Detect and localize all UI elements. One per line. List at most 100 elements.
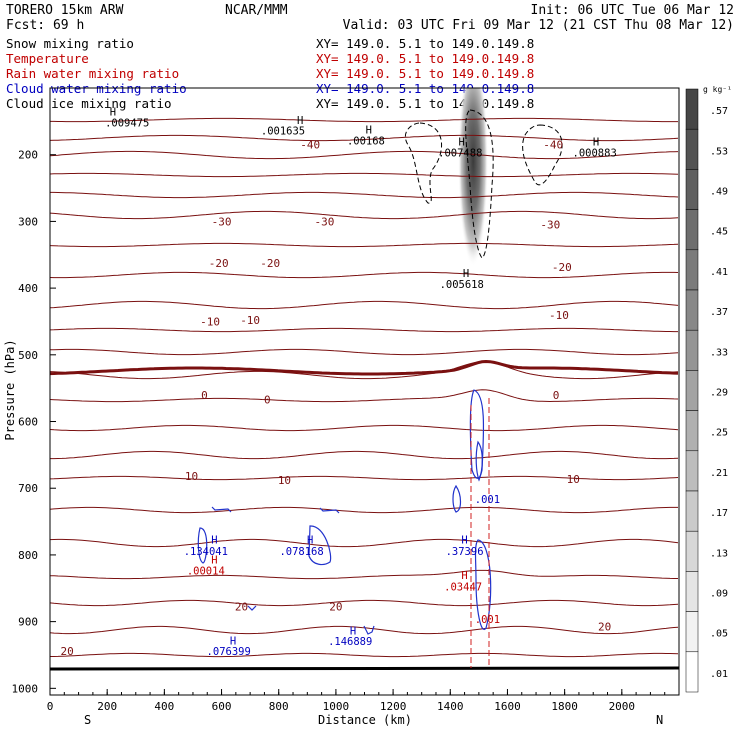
y-tick-label: 500 [18, 349, 38, 362]
cloud-water-contour [452, 484, 462, 513]
x-tick-label: 1400 [437, 700, 464, 713]
y-tick-label: 600 [18, 416, 38, 429]
cloud-water-contour [319, 507, 340, 514]
maximum-label: .076399 [207, 646, 251, 658]
y-tick-label: 400 [18, 282, 38, 295]
colorbar-label: .41 [710, 267, 728, 278]
temperature-label: 0 [553, 389, 560, 402]
cloud-ice-contour [465, 109, 494, 259]
header: TORERO 15km ARW NCAR/MMM Init: 06 UTC Tu… [6, 3, 734, 33]
temperature-label: 20 [61, 645, 74, 658]
maximum-label: H [110, 106, 116, 118]
maximum-label: .001 [475, 494, 500, 506]
isotherm-line [50, 300, 679, 310]
colorbar-label: .45 [710, 227, 728, 238]
maximum-label: .146889 [328, 636, 372, 648]
maximum-label: .000883 [573, 148, 617, 160]
maximum-label: H [297, 115, 303, 127]
colorbar-swatch [685, 329, 699, 371]
isotherm-line [50, 242, 679, 248]
isotherm-line [50, 424, 679, 432]
temperature-label: 0 [264, 394, 271, 407]
isotherm-line [50, 599, 679, 607]
cloud-water-contour [247, 605, 257, 611]
isotherm-line [50, 348, 679, 356]
temperature-label: -30 [540, 219, 560, 232]
temperature-label: -10 [549, 309, 569, 322]
temperature-label: -10 [200, 315, 220, 328]
x-tick-label: 2000 [609, 700, 636, 713]
y-tick-label: 800 [18, 549, 38, 562]
temperature-label: -40 [543, 139, 563, 152]
maximum-label: H [350, 625, 356, 637]
x-tick-label: 1200 [380, 700, 407, 713]
isotherm-line [50, 652, 679, 658]
legend-xy-cloud-ice: XY= 149.0. 5.1 to 149.0.149.8 [316, 96, 534, 111]
maximum-label: H [211, 535, 217, 547]
temperature-label: 0 [201, 389, 208, 402]
model-title: TORERO 15km ARW [6, 3, 124, 18]
colorbar-label: .49 [710, 187, 728, 198]
isotherm-line [50, 389, 679, 403]
x-tick-label: 200 [97, 700, 117, 713]
colorbar-label: .53 [710, 146, 728, 157]
legend-label-rain: Rain water mixing ratio [6, 66, 179, 81]
x-tick-label: 600 [212, 700, 232, 713]
maximum-label: .009475 [105, 118, 149, 130]
legend-label-cloud-ice: Cloud ice mixing ratio [6, 96, 172, 111]
temperature-label: 20 [329, 600, 342, 613]
legend-xy-rain: XY= 149.0. 5.1 to 149.0.149.8 [316, 66, 534, 81]
maximum-label: H [366, 124, 372, 136]
maximum-label: .00014 [187, 565, 225, 577]
temperature-label: 20 [235, 600, 248, 613]
colorbar-unit: g kg⁻¹ [703, 85, 732, 94]
temperature-label: 10 [567, 473, 580, 486]
x-tick-label: 800 [269, 700, 289, 713]
cloud-water-contour [308, 525, 332, 566]
legend-label-temperature: Temperature [6, 51, 89, 66]
maximum-label: H [461, 570, 467, 582]
cloud-water-contour [475, 440, 483, 482]
colorbar-swatch [685, 651, 699, 693]
colorbar-label: .01 [710, 669, 728, 680]
y-tick-label: 1000 [12, 682, 39, 695]
colorbar-swatch [685, 490, 699, 532]
x-tick-label: 1000 [323, 700, 350, 713]
colorbar-label: .13 [710, 548, 728, 559]
isotherm-line [50, 134, 679, 142]
isotherm-line [50, 506, 678, 514]
colorbar-label: .57 [710, 106, 728, 117]
colorbar-label: .37 [710, 307, 728, 318]
x-axis-title: Distance (km) [318, 713, 412, 727]
north-end-label: N [656, 713, 663, 727]
maximum-label: .00168 [347, 136, 385, 148]
maximum-label: H [459, 136, 465, 148]
maximum-label: H [593, 136, 599, 148]
y-tick-label: 300 [18, 215, 38, 228]
colorbar-swatch [685, 169, 699, 210]
colorbar-swatch [685, 209, 699, 251]
temperature-label: -10 [240, 314, 260, 327]
cloud-water-contour [363, 625, 375, 635]
legend-label-snow: Snow mixing ratio [6, 36, 134, 51]
maximum-label: H [230, 635, 236, 647]
maximum-label: .001635 [261, 126, 305, 138]
temperature-label: 20 [598, 620, 611, 633]
maximum-label: H [211, 555, 217, 567]
colorbar-swatch [685, 450, 699, 492]
isotherm-line [50, 210, 679, 220]
x-tick-label: 0 [47, 700, 54, 713]
legend-xy-snow: XY= 149.0. 5.1 to 149.0.149.8 [316, 36, 534, 51]
cloud-water-contour [469, 389, 485, 479]
maximum-label: .078168 [279, 546, 323, 558]
colorbar-swatch [685, 370, 699, 411]
colorbar-label: .33 [710, 347, 728, 358]
colorbar-swatch [685, 289, 699, 331]
cloud-ice-contour [404, 122, 443, 204]
colorbar-label: .09 [710, 589, 728, 600]
colorbar-label: .21 [710, 468, 728, 479]
maximum-label: H [461, 535, 467, 547]
colorbar-swatch [685, 88, 699, 130]
forecast-hour: Fcst: 69 h [6, 18, 84, 33]
field-legend: Snow mixing ratio XY= 149.0. 5.1 to 149.… [6, 36, 534, 111]
